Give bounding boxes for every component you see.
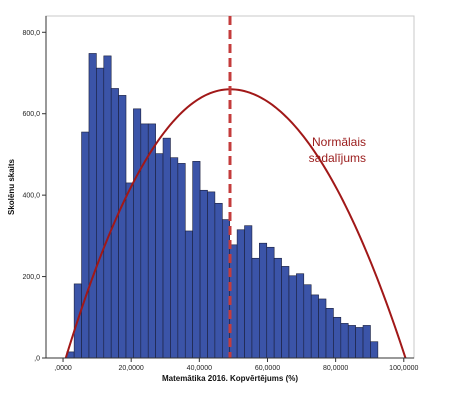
histogram-bar	[96, 67, 105, 359]
normal-curve	[64, 88, 407, 359]
histogram-bar	[118, 95, 127, 359]
histogram-bar	[207, 191, 216, 359]
x-tick-label: 60,0000	[255, 365, 280, 372]
histogram-bar	[325, 308, 334, 359]
x-tick-label: 40,0000	[187, 365, 212, 372]
histogram-bar	[310, 294, 319, 359]
histogram-bar	[125, 182, 134, 359]
histogram-bar	[281, 266, 290, 359]
histogram-bar	[273, 257, 282, 359]
normal-curve-label-line2: sadalījums	[309, 151, 366, 165]
histogram-bar	[303, 284, 312, 359]
histogram-bar	[296, 273, 305, 359]
histogram-bar	[236, 229, 245, 359]
y-axis-ticks: ,0 200,0 400,0 600,0 800,0	[22, 30, 46, 363]
histogram-bar	[147, 123, 156, 359]
histogram-bar	[81, 131, 90, 359]
histogram-bar	[362, 325, 371, 359]
histogram-bar	[155, 153, 164, 359]
histogram-bar	[192, 161, 201, 359]
x-tick-label: ,0000	[54, 365, 72, 372]
histogram-bar	[340, 323, 349, 359]
histogram-bar	[288, 275, 297, 359]
histogram-bar	[251, 257, 260, 359]
histogram-bar	[355, 327, 364, 359]
histogram-bar	[333, 316, 342, 359]
y-tick-label: 400,0	[22, 193, 40, 200]
histogram-bar	[103, 55, 112, 359]
y-tick-label: ,0	[34, 356, 40, 363]
x-axis-ticks: ,0000 20,0000 40,0000 60,0000 80,0000 100,000…	[54, 358, 418, 372]
y-tick-label: 200,0	[22, 274, 40, 281]
normal-curve-label-line1: Normālais	[312, 135, 366, 149]
histogram-bar	[214, 202, 223, 359]
histogram-bar	[133, 108, 142, 359]
x-tick-label: 100,0000	[389, 365, 418, 372]
x-axis-title: Matemātika 2016. Kopvērtējums (%)	[162, 374, 298, 383]
histogram-bar	[347, 325, 356, 359]
histogram-bar	[170, 157, 179, 359]
histogram-bar	[244, 225, 253, 359]
y-tick-label: 800,0	[22, 30, 40, 37]
histogram-bar	[266, 246, 275, 359]
y-axis-title: Skolēnu skaits	[7, 158, 16, 215]
histogram-bar	[177, 163, 186, 359]
x-tick-label: 80,0000	[323, 365, 348, 372]
histogram-bar	[88, 53, 97, 359]
histogram-bar	[370, 341, 379, 359]
histogram-bar	[184, 230, 193, 359]
histogram-bar	[259, 242, 268, 359]
histogram-bar	[318, 298, 327, 359]
histogram-bar	[199, 189, 208, 359]
histogram-bar	[162, 137, 171, 359]
y-tick-label: 600,0	[22, 111, 40, 118]
x-tick-label: 20,0000	[119, 365, 144, 372]
